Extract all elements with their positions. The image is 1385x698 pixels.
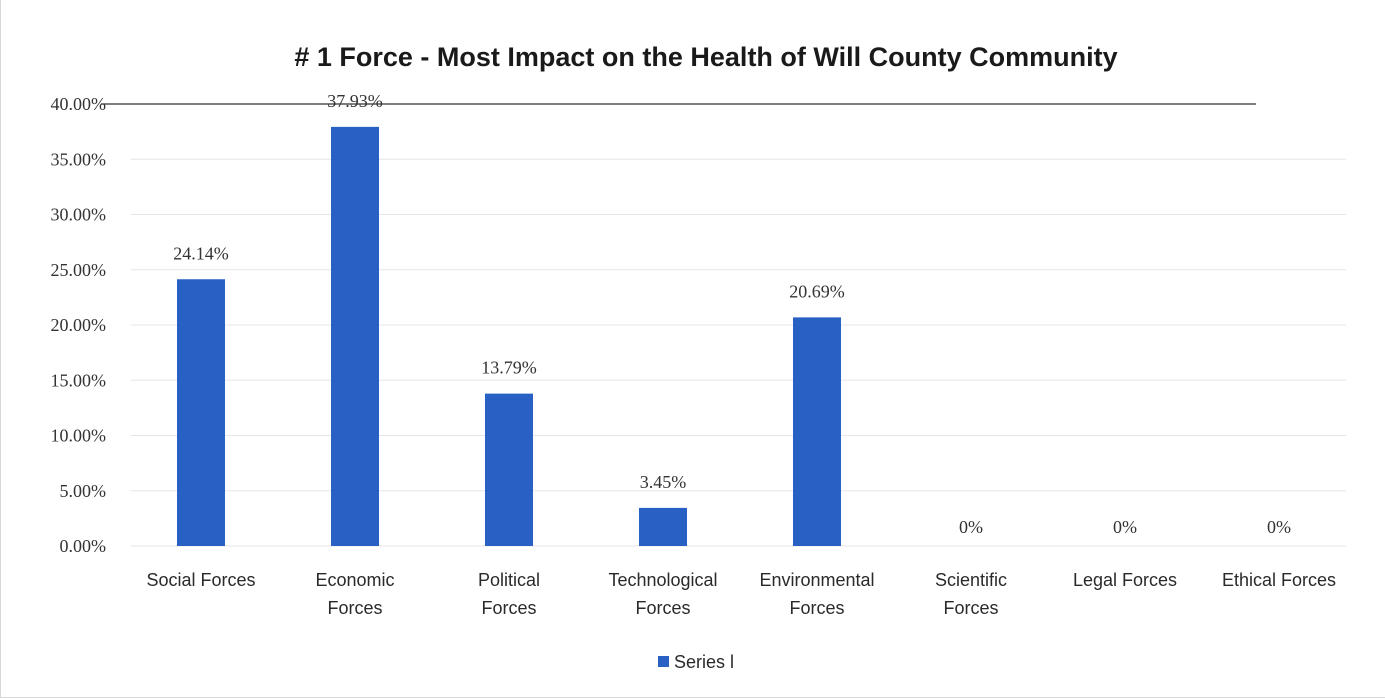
- bar: [485, 393, 533, 546]
- y-tick-label: 35.00%: [51, 149, 107, 169]
- y-tick-label: 40.00%: [51, 94, 107, 114]
- bar: [177, 279, 225, 546]
- data-label: 24.14%: [173, 243, 229, 263]
- y-tick-label: 30.00%: [51, 205, 107, 225]
- y-tick-label: 5.00%: [60, 481, 107, 501]
- y-tick-label: 0.00%: [60, 536, 107, 556]
- data-label: 0%: [959, 517, 983, 537]
- legend-label: Series l: [674, 652, 734, 672]
- bar: [639, 507, 687, 546]
- y-tick-label: 15.00%: [51, 370, 107, 390]
- x-tick-label: Scientific Forces: [935, 570, 1007, 618]
- legend-swatch: [658, 656, 669, 667]
- x-tick-label: Environmental Forces: [759, 570, 874, 618]
- data-label: 3.45%: [640, 472, 687, 492]
- gridlines: [101, 103, 1346, 547]
- bars: [177, 126, 841, 546]
- y-tick-label: 10.00%: [51, 426, 107, 446]
- y-tick-label: 20.00%: [51, 315, 107, 335]
- legend: Series l: [658, 652, 734, 672]
- x-tick-label: Social Forces: [146, 570, 255, 590]
- x-axis-ticks: Social Forces Economic Forces Political Forc…: [146, 570, 1336, 618]
- x-tick-label: Ethical Forces: [1222, 570, 1336, 590]
- chart-title: # 1 Force - Most Impact on the Health of…: [294, 42, 1117, 72]
- x-tick-label: Legal Forces: [1073, 570, 1177, 590]
- y-tick-label: 25.00%: [51, 260, 107, 280]
- bar: [331, 126, 379, 546]
- data-labels: 24.14% 37.93% 13.79% 3.45% 20.69% 0% 0% 0%: [173, 91, 1291, 537]
- data-label: 20.69%: [789, 281, 845, 301]
- data-label: 0%: [1113, 517, 1137, 537]
- data-label: 37.93%: [327, 91, 383, 111]
- y-axis-ticks: 0.00% 5.00% 10.00% 15.00% 20.00% 25.00% 30.00%…: [51, 94, 107, 556]
- x-tick-label: Technological Forces: [608, 570, 717, 618]
- x-tick-label: Political Forces: [478, 570, 540, 618]
- data-label: 13.79%: [481, 358, 537, 378]
- data-label: 0%: [1267, 517, 1291, 537]
- x-tick-label: Economic Forces: [315, 570, 394, 618]
- bar: [793, 317, 841, 546]
